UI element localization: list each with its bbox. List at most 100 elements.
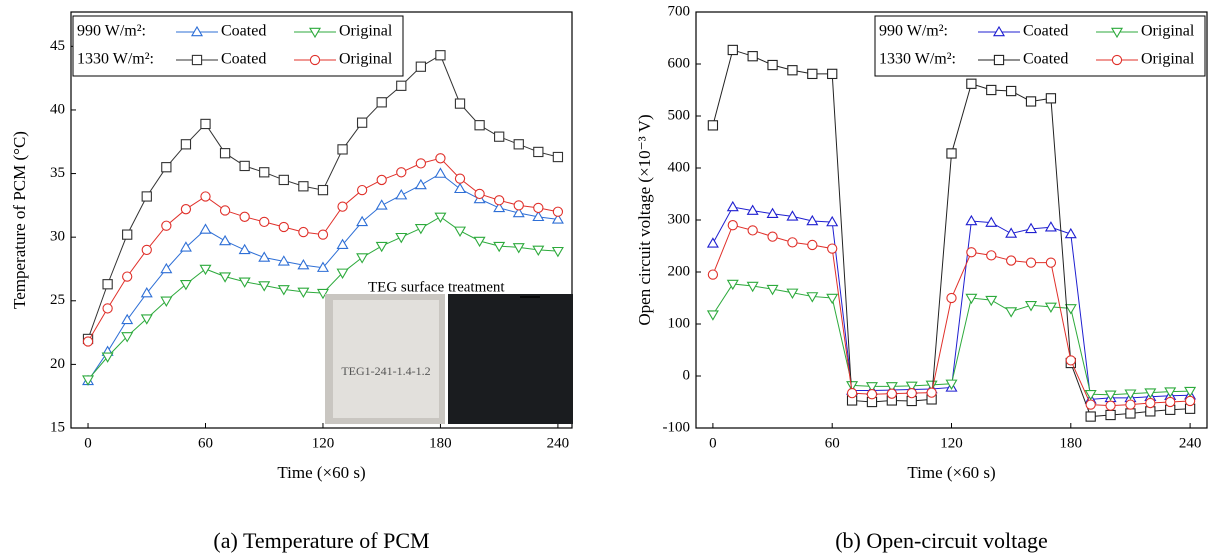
marker <box>1025 222 1038 234</box>
marker <box>277 285 290 296</box>
marker <box>1164 387 1177 398</box>
marker <box>219 272 232 283</box>
marker <box>846 388 858 399</box>
marker <box>1165 396 1176 408</box>
marker <box>807 239 818 251</box>
marker <box>141 244 152 256</box>
annotation: TEG surface treatment <box>368 279 505 295</box>
marker <box>219 148 231 159</box>
marker <box>1105 409 1116 421</box>
marker <box>985 295 998 307</box>
inset-label: TEG1-241-1.4-1.2 <box>341 364 430 378</box>
marker <box>1184 395 1196 407</box>
marker <box>337 201 348 212</box>
marker <box>297 287 310 299</box>
x-tick-label: 120 <box>312 435 335 451</box>
marker <box>239 211 250 222</box>
marker <box>82 375 95 386</box>
caption: (b) Open-circuit voltage <box>835 528 1048 553</box>
marker <box>415 158 427 169</box>
marker <box>786 288 799 299</box>
marker <box>161 162 172 173</box>
marker <box>747 51 758 62</box>
marker <box>1005 307 1018 318</box>
marker <box>905 381 918 393</box>
legend-group-label: 1330 W/m²: <box>879 51 956 68</box>
legend-label: Original <box>1141 23 1195 40</box>
marker <box>473 236 486 248</box>
marker <box>121 313 134 325</box>
marker <box>533 146 544 158</box>
marker <box>1125 399 1136 410</box>
y-tick-label: 20 <box>50 356 65 372</box>
marker <box>985 216 998 227</box>
y-axis-label: Temperature of PCM (°C) <box>10 131 29 309</box>
marker <box>317 184 329 196</box>
marker <box>1125 408 1136 419</box>
series-line <box>712 206 1191 400</box>
series-line <box>712 224 1191 407</box>
marker <box>551 213 564 224</box>
marker <box>1005 227 1018 238</box>
marker <box>806 214 819 226</box>
marker <box>160 262 173 274</box>
marker <box>885 382 898 393</box>
x-tick-label: 180 <box>1060 435 1083 451</box>
marker <box>102 303 113 314</box>
legend-label: Coated <box>221 23 266 40</box>
marker <box>747 225 758 236</box>
marker <box>727 44 738 56</box>
marker <box>140 314 153 325</box>
marker <box>258 281 271 292</box>
marker <box>707 120 719 131</box>
marker <box>454 173 466 184</box>
marker <box>395 232 408 244</box>
legend-label: Coated <box>221 51 266 68</box>
marker <box>746 204 759 215</box>
y-tick-label: 40 <box>50 101 65 117</box>
marker <box>746 281 759 293</box>
x-tick-label: 60 <box>825 435 840 451</box>
marker <box>965 214 978 226</box>
y-tick-label: 600 <box>668 55 691 71</box>
marker <box>826 293 839 305</box>
marker <box>356 253 369 264</box>
marker <box>376 174 387 186</box>
marker <box>434 167 447 178</box>
marker <box>767 231 778 242</box>
marker <box>787 237 798 248</box>
marker <box>259 167 270 178</box>
marker <box>356 215 369 227</box>
marker <box>1044 221 1057 232</box>
marker <box>434 212 447 223</box>
legend-label: Original <box>339 51 393 68</box>
caption: (a) Temperature of PCM <box>213 528 429 553</box>
marker <box>122 229 133 240</box>
legend-marker <box>191 54 203 66</box>
y-tick-label: -100 <box>663 419 691 435</box>
x-axis-label: Time (×60 s) <box>907 463 995 482</box>
marker <box>140 286 153 298</box>
marker <box>435 153 446 164</box>
marker <box>706 237 719 248</box>
marker <box>102 279 113 290</box>
marker <box>1064 227 1077 239</box>
marker <box>316 261 329 272</box>
y-tick-label: 300 <box>668 211 691 227</box>
marker <box>180 139 192 150</box>
marker <box>179 280 192 291</box>
marker <box>766 284 779 296</box>
marker <box>1085 399 1096 410</box>
marker <box>259 216 270 228</box>
marker <box>786 210 799 221</box>
marker <box>807 68 818 80</box>
legend-box <box>72 15 404 77</box>
marker <box>1005 85 1017 97</box>
marker <box>219 234 232 246</box>
marker <box>532 245 545 257</box>
marker <box>493 201 506 213</box>
x-tick-label: 120 <box>940 435 963 451</box>
marker <box>552 151 564 163</box>
y-tick-label: 100 <box>668 315 691 331</box>
marker <box>946 148 957 159</box>
